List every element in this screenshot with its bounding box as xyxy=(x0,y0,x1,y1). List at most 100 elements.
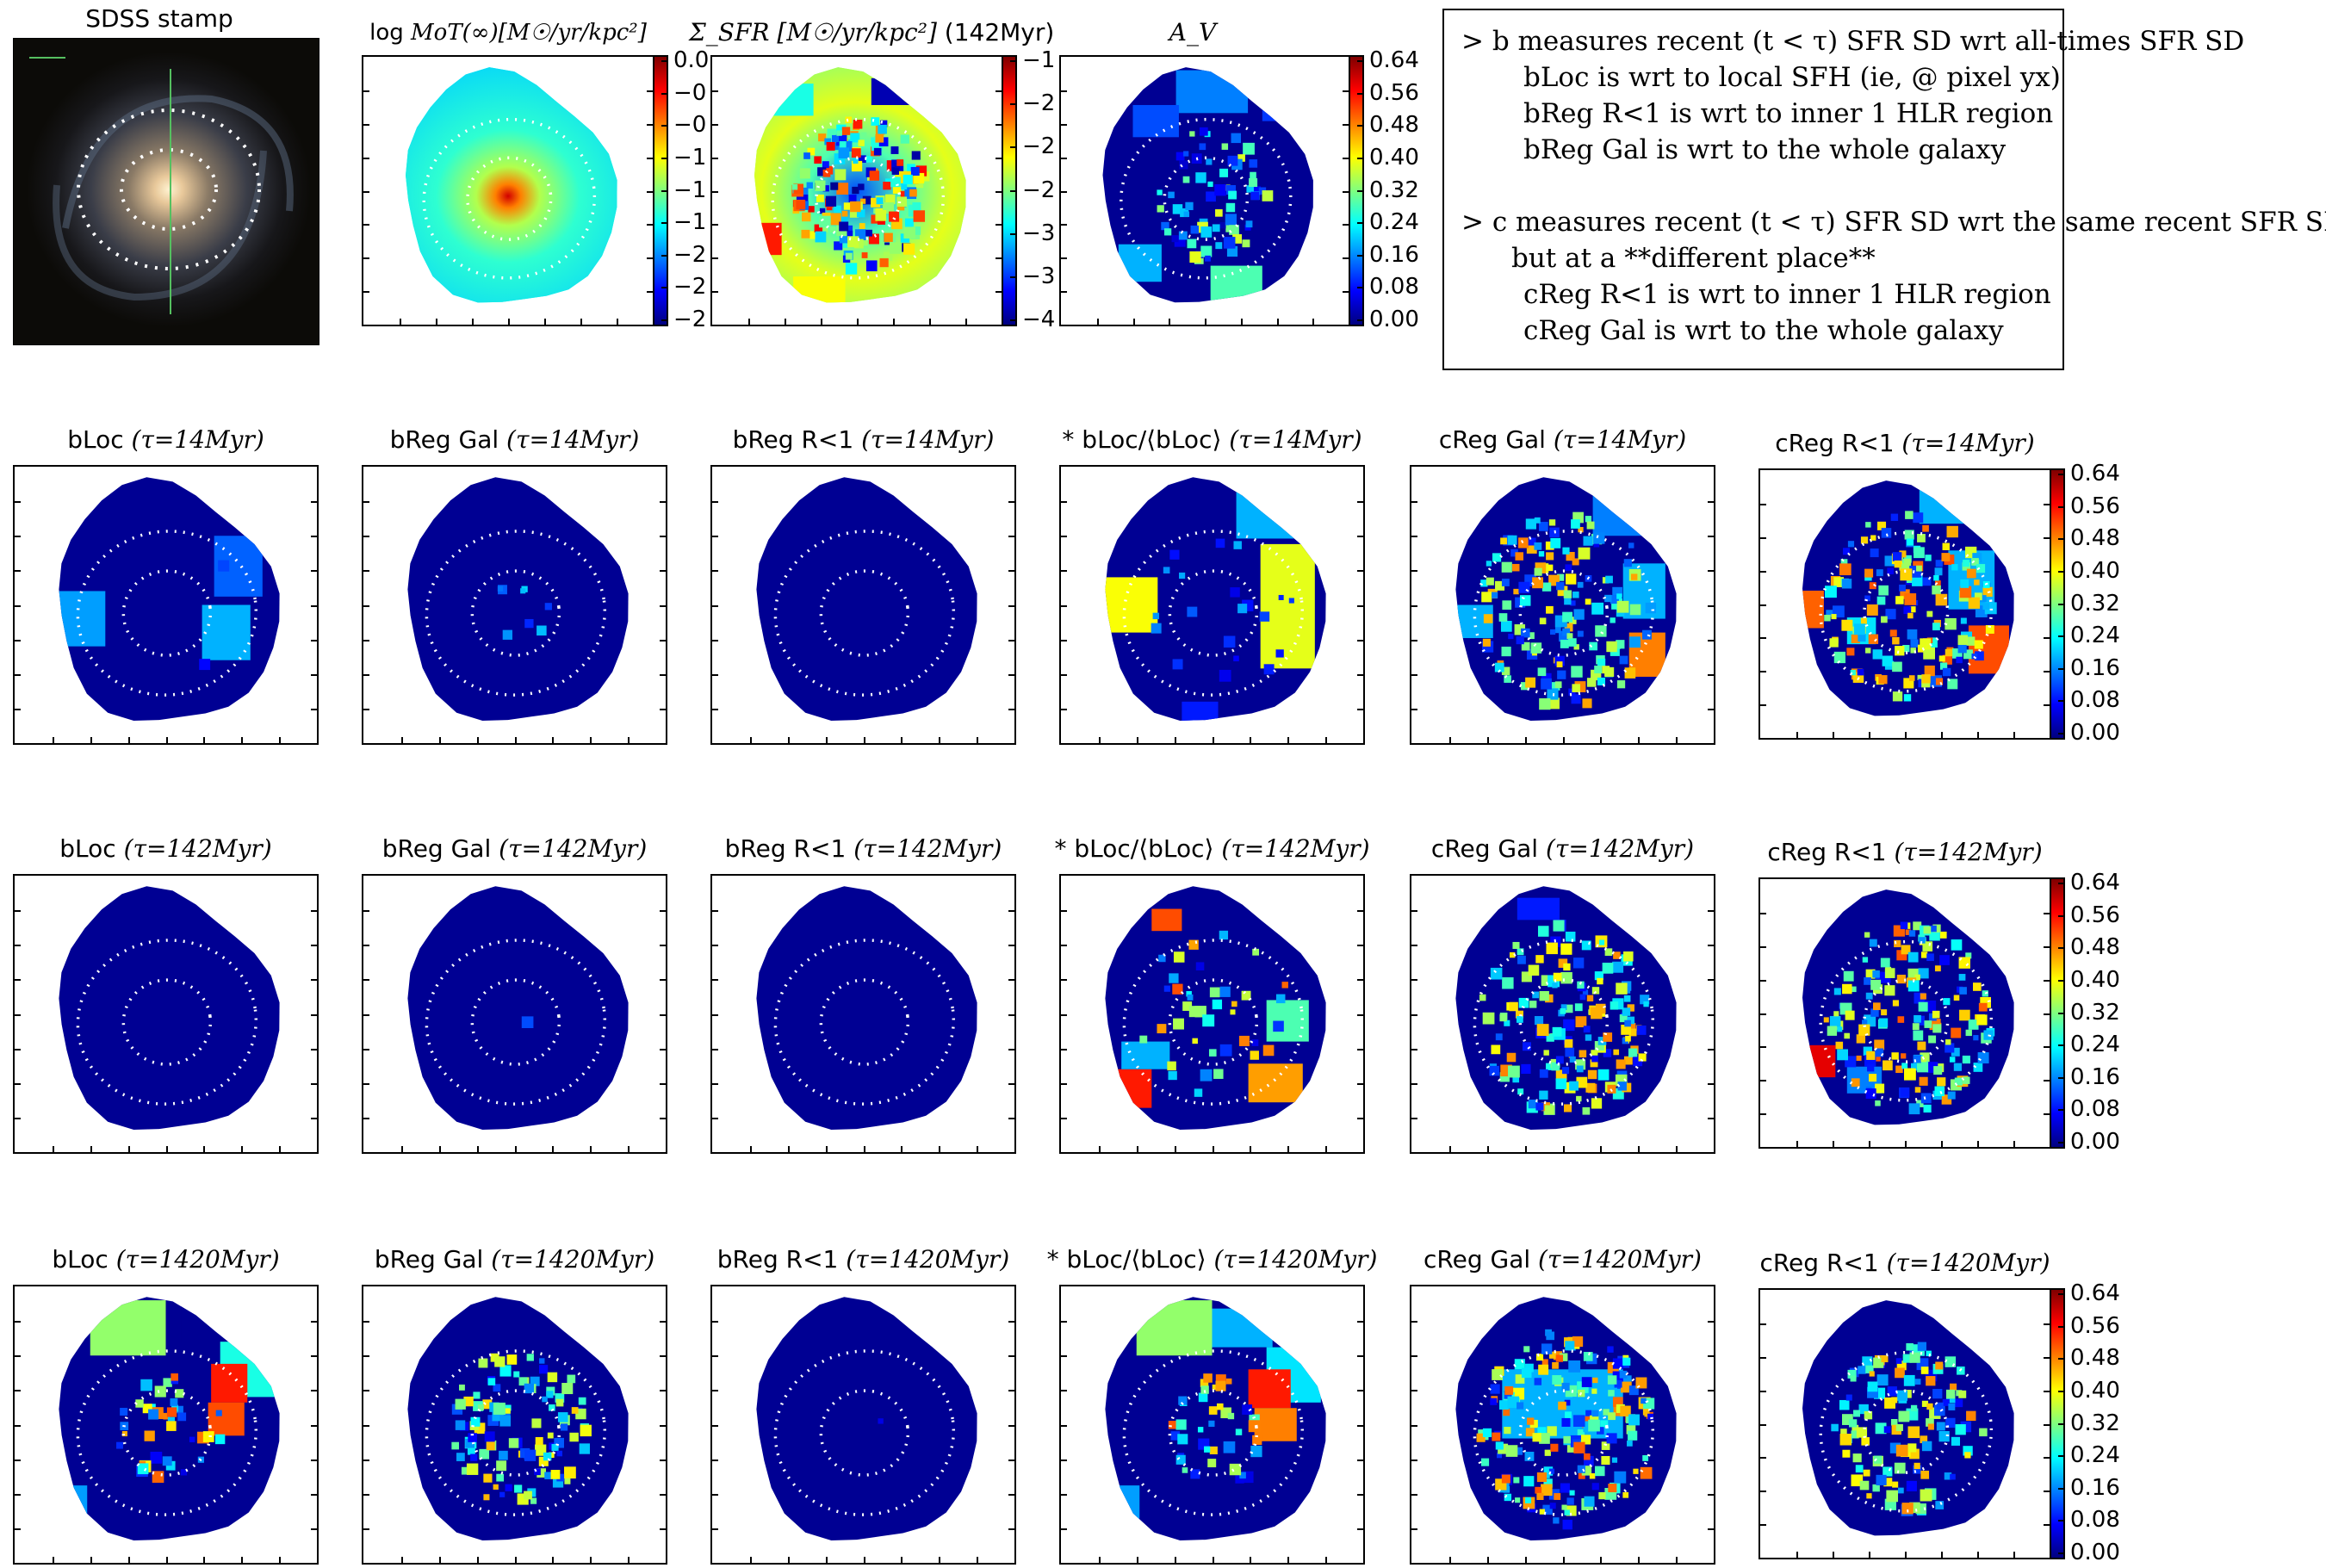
axis-tick xyxy=(90,1557,92,1563)
axis-tick xyxy=(712,1355,718,1358)
colorbar-tick-label: 0.48 xyxy=(2070,525,2120,552)
map-r1-c4-pixel xyxy=(1539,991,1549,1001)
colorbar-tick-mark xyxy=(661,157,668,159)
map-r2-c1-pixel xyxy=(499,1450,508,1460)
map-r2-c0-pixel xyxy=(162,1456,172,1466)
map-r1-c4-pixel xyxy=(1517,1016,1523,1023)
map-r2-c1-pixel xyxy=(537,1468,546,1478)
map-r2-c4-pixel xyxy=(1588,1419,1600,1432)
map-r1-c4-pixel xyxy=(1597,1069,1610,1081)
axis-tick xyxy=(712,257,718,260)
axis-tick xyxy=(2044,1323,2050,1325)
colorbar-tick-mark xyxy=(2058,1553,2065,1554)
axis-tick xyxy=(1708,708,1714,710)
map-r2-c4-pixel xyxy=(1492,1432,1501,1441)
map-r2-c4-pixel xyxy=(1523,1476,1535,1487)
map-r1-c4-pixel xyxy=(1603,1049,1612,1057)
map-r0-c4-pixel xyxy=(1500,537,1507,545)
map-r0-c5-segment-2 xyxy=(1802,590,1824,629)
map-r2-c0-pixel xyxy=(148,1409,159,1420)
sfr-pixel xyxy=(883,182,891,190)
axis-tick xyxy=(660,570,666,573)
axis-tick xyxy=(857,319,859,325)
axis-tick xyxy=(660,536,666,538)
map-r2-c4-pixel xyxy=(1476,1433,1486,1442)
map-r0-c5-pixel xyxy=(1912,575,1923,586)
axis-tick xyxy=(1357,910,1363,913)
map-r0-c4-pixel xyxy=(1612,586,1622,598)
map-r2-c4-pixel xyxy=(1601,1441,1610,1450)
map-r0-c4-pixel xyxy=(1586,678,1597,687)
map-r1-c5-pixel xyxy=(1973,1035,1979,1041)
map-r2-c4-pixel xyxy=(1544,1449,1551,1456)
axis-tick xyxy=(1869,1141,1870,1147)
sfr-pixel xyxy=(900,134,909,144)
axis-tick xyxy=(660,501,666,504)
map-r2-c5-pixel xyxy=(1966,1410,1976,1422)
axis-tick xyxy=(438,1146,441,1152)
map-r1-c5-pixel xyxy=(1875,1100,1881,1106)
map-r0-c4-pixel xyxy=(1525,518,1536,530)
sfr-pixel xyxy=(871,117,880,126)
map-r0-c5-pixel xyxy=(1916,565,1922,572)
map-r2-c0-pixel xyxy=(167,1416,176,1424)
axis-tick xyxy=(15,1390,21,1392)
map-r2-c5-pixel xyxy=(1926,1403,1933,1410)
av-pixel xyxy=(1157,205,1164,213)
colorbar-tick-mark xyxy=(1010,146,1017,149)
axis-tick xyxy=(996,257,1002,260)
map-r0-c5-pixel xyxy=(1935,678,1944,685)
map-r2-c1-pixel xyxy=(506,1354,518,1365)
map-r1-c5-pixel xyxy=(1881,1009,1888,1016)
map-r2-c5-pixel xyxy=(1935,1361,1944,1370)
axis-tick xyxy=(660,1459,666,1461)
map-r2-c3-pixel xyxy=(1250,1445,1262,1458)
map-r0-c4-pixel xyxy=(1557,670,1566,679)
map-r0-c4-pixel xyxy=(1541,678,1552,690)
axis-tick xyxy=(476,1557,479,1563)
axis-tick xyxy=(901,737,903,743)
map-r1-c3-pixel xyxy=(1167,1061,1176,1071)
av-pixel xyxy=(1200,226,1213,238)
axis-tick xyxy=(311,1390,317,1392)
map-r0-c4-pixel xyxy=(1565,564,1572,572)
map-r0-c4-pixel xyxy=(1577,630,1584,637)
axis-tick xyxy=(1008,1048,1014,1050)
axis-tick xyxy=(1008,1459,1014,1461)
colorbar-tick-label: 0.16 xyxy=(1369,241,1419,268)
map-r2-c4-pixel xyxy=(1591,1483,1599,1491)
map-r0-c5-pixel xyxy=(1889,629,1897,637)
map-r0-c5-pixel xyxy=(1907,538,1914,546)
map-r1-c3-segment-0 xyxy=(1105,1069,1152,1108)
av-pixel xyxy=(1227,155,1238,166)
colorbar-tick-mark xyxy=(2058,1358,2065,1360)
map-r2-c1-pixel xyxy=(571,1407,579,1414)
map-r1-c2-background xyxy=(756,886,977,1131)
map-title-label: cReg R<1 xyxy=(1767,838,1895,866)
map-r1-c5-pixel xyxy=(1897,1016,1905,1023)
map-r1-c3-pixel xyxy=(1158,954,1166,963)
map-r2-c5-pixel xyxy=(1845,1394,1852,1401)
map-r0-c0-pixel xyxy=(199,659,211,671)
map-title-tau: (τ=142Myr) xyxy=(123,834,272,863)
notes-box: > b measures recent (t < τ) SFR SD wrt a… xyxy=(1442,9,2326,370)
map-r1-c4-pixel xyxy=(1628,1028,1637,1037)
axis-tick xyxy=(15,1424,21,1427)
map-r2-c4-pixel xyxy=(1647,1413,1653,1420)
colorbar-tick-label: 0.16 xyxy=(2070,1474,2120,1501)
map-r1-c4-pixel xyxy=(1575,1016,1587,1028)
axis-tick xyxy=(311,1082,317,1085)
map-r2-c0-pixel xyxy=(144,1430,155,1441)
map-r1-c5-pixel xyxy=(1837,1026,1843,1032)
colorbar-tick-label: 0.00 xyxy=(2070,1129,2120,1155)
map-r2-c5-pixel xyxy=(1926,1350,1932,1356)
axis-tick xyxy=(1562,1557,1565,1563)
map-r1-c4-pixel xyxy=(1512,1075,1520,1083)
axis-tick xyxy=(660,1493,666,1496)
sfr-svg xyxy=(754,67,966,303)
map-r0-c5-pixel xyxy=(1951,648,1963,659)
axis-tick xyxy=(1061,979,1067,982)
map-r0-c5-pixel xyxy=(1907,612,1914,619)
axis-tick xyxy=(647,190,653,193)
map-r0-c5-pixel xyxy=(1932,585,1941,595)
